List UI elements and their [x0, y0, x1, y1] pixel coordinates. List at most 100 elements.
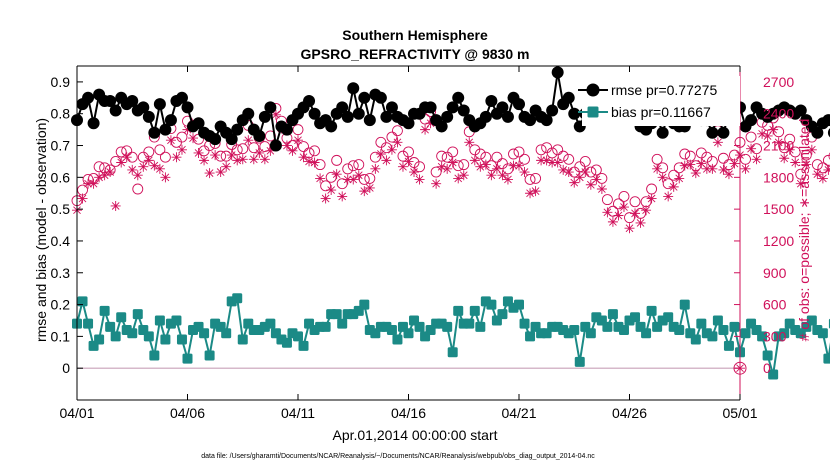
obs-possible-point: [474, 148, 486, 160]
obs-assimilated-point: [116, 157, 127, 168]
obs-possible-point: [552, 144, 564, 156]
y2-tick-label: 1800: [763, 169, 794, 185]
obs-assimilated-point: [646, 193, 657, 204]
obs-assimilated-point: [188, 133, 199, 144]
rmse-point: [148, 126, 161, 139]
obs-assimilated-point: [718, 164, 729, 175]
rmse-point: [126, 94, 139, 107]
obs-possible-point: [784, 133, 796, 145]
obs-possible-point: [176, 131, 188, 143]
y2-tick-label: 2100: [763, 138, 794, 154]
y2-axis-label: # of obs: o=possible; ∗=assimilated: [796, 119, 812, 342]
obs-assimilated-point: [663, 191, 674, 202]
rmse-point: [352, 107, 365, 120]
rmse-point: [794, 104, 807, 117]
obs-possible-point: [320, 180, 332, 192]
rmse-point: [347, 82, 360, 95]
rmse-point: [485, 94, 498, 107]
obs-assimilated-point: [359, 186, 370, 197]
x-tick-label: 05/01: [722, 405, 757, 421]
rmse-point: [717, 126, 730, 139]
rmse-point: [181, 101, 194, 114]
obs-assimilated-point: [508, 160, 519, 171]
obs-assimilated-point: [475, 161, 486, 172]
legend: rmse pr=0.77275 bias pr=0.11667: [578, 76, 740, 126]
bias-point: [414, 321, 425, 332]
obs-assimilated-point: [613, 210, 624, 221]
bias-point: [762, 350, 773, 361]
obs-assimilated-point: [574, 172, 585, 183]
rmse-point: [164, 114, 177, 127]
legend-bias-label: bias pr=0.11667: [611, 104, 711, 120]
obs-possible-point: [414, 161, 425, 173]
bias-point: [143, 331, 154, 342]
rmse-point: [551, 66, 564, 79]
obs-assimilated-point: [337, 191, 348, 202]
obs-possible-point: [513, 146, 525, 158]
y2-tick-label: 0: [763, 360, 771, 376]
obs-assimilated-point: [436, 161, 447, 172]
rmse-point: [358, 91, 371, 104]
obs-assimilated-point: [514, 160, 524, 171]
obs-assimilated-point: [364, 182, 375, 193]
obs-assimilated-point: [143, 155, 154, 166]
rmse-point: [242, 107, 255, 120]
rmse-point: [225, 133, 238, 146]
chart-title: Southern Hemisphere: [342, 27, 488, 43]
bias-point: [237, 334, 248, 345]
bias-point: [630, 312, 641, 323]
obs-possible-point: [397, 150, 409, 162]
obs-assimilated-point: [210, 150, 221, 161]
obs-assimilated-point: [486, 170, 497, 181]
obs-assimilated-point: [547, 157, 558, 168]
obs-possible-point: [508, 148, 519, 160]
bias-point: [171, 315, 182, 326]
obs-assimilated-point: [729, 158, 740, 169]
obs-assimilated-point: [563, 167, 574, 178]
rmse-point: [745, 114, 758, 127]
obs-assimilated-point: [674, 173, 685, 184]
y-tick-label: 0.5: [51, 201, 71, 217]
obs-possible-point: [789, 146, 801, 158]
obs-possible-point: [673, 162, 685, 174]
bias-point: [574, 356, 585, 367]
obs-assimilated-point: [712, 137, 723, 148]
obs-assimilated-point: [707, 163, 718, 174]
obs-assimilated-point: [105, 167, 116, 178]
obs-possible-point: [259, 141, 271, 153]
bias-point: [497, 309, 508, 320]
x-tick-label: 04/16: [391, 405, 426, 421]
obs-assimilated-point: [690, 168, 701, 179]
obs-assimilated-point: [193, 147, 204, 158]
bias-point: [475, 321, 486, 332]
rmse-point: [524, 114, 537, 127]
rmse-point: [374, 91, 387, 104]
obs-possible-point: [309, 145, 321, 157]
obs-assimilated-point: [331, 169, 342, 180]
legend-rmse-marker: [586, 83, 600, 97]
bias-point: [149, 350, 160, 361]
bias-point: [585, 328, 596, 339]
obs-assimilated-point: [226, 150, 237, 161]
bias-point: [718, 325, 729, 336]
y-tick-label: 0.7: [51, 138, 71, 154]
obs-assimilated-point: [630, 208, 641, 219]
obs-possible-point: [159, 151, 171, 163]
bias-point: [707, 331, 718, 342]
y2-tick-label: 2400: [763, 106, 794, 122]
bias-point: [293, 331, 303, 342]
rmse-point: [153, 98, 166, 111]
obs-possible-point: [154, 144, 166, 156]
obs-assimilated-point: [132, 170, 143, 181]
obs-assimilated-point: [453, 173, 464, 184]
obs-assimilated-point: [801, 159, 812, 170]
bias-point: [453, 305, 464, 316]
obs-assimilated-point: [353, 170, 364, 181]
obs-assimilated-point: [530, 186, 541, 197]
rmse-point: [159, 123, 172, 136]
bias-point: [823, 353, 830, 364]
y2-tick-label: 300: [763, 328, 787, 344]
obs-possible-point: [519, 153, 530, 165]
bias-point: [768, 369, 779, 380]
